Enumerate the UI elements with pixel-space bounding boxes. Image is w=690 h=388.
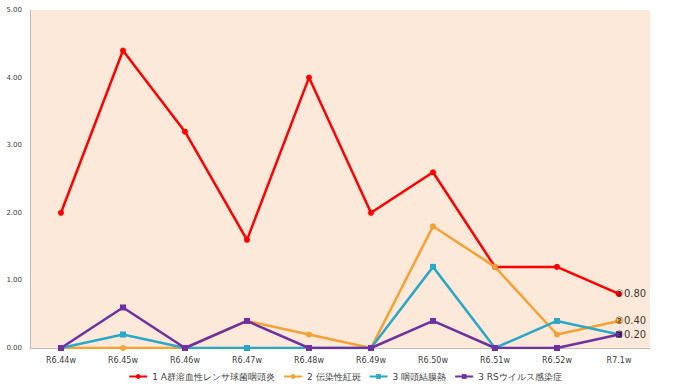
svg-text:1 A群溶血性レンサ球菌咽頭炎: 1 A群溶血性レンサ球菌咽頭炎 [152,372,275,382]
svg-text:R6.50w: R6.50w [418,356,448,365]
svg-text:2.00: 2.00 [6,209,22,217]
svg-text:③0.20: ③0.20 [615,329,646,340]
svg-text:R6.49w: R6.49w [356,356,386,365]
svg-text:R6.45w: R6.45w [108,356,138,365]
svg-text:②0.40: ②0.40 [615,315,646,326]
svg-text:5.00: 5.00 [6,6,22,14]
svg-text:R6.52w: R6.52w [542,356,572,365]
svg-text:2 伝染性紅斑: 2 伝染性紅斑 [307,372,361,382]
svg-text:3 RSウイルス感染症: 3 RSウイルス感染症 [478,372,562,382]
svg-text:R6.44w: R6.44w [46,356,76,365]
svg-text:4.00: 4.00 [6,74,22,82]
svg-text:R6.47w: R6.47w [232,356,262,365]
svg-text:R7.1w: R7.1w [607,356,632,365]
svg-text:3.00: 3.00 [6,141,22,149]
svg-text:R6.51w: R6.51w [480,356,510,365]
svg-text:3 咽頭結膜熱: 3 咽頭結膜熱 [393,372,447,382]
svg-text:①0.80: ①0.80 [615,288,646,299]
svg-text:R6.48w: R6.48w [294,356,324,365]
svg-text:R6.46w: R6.46w [170,356,200,365]
svg-text:1.00: 1.00 [6,276,22,284]
svg-text:0.00: 0.00 [6,344,22,352]
